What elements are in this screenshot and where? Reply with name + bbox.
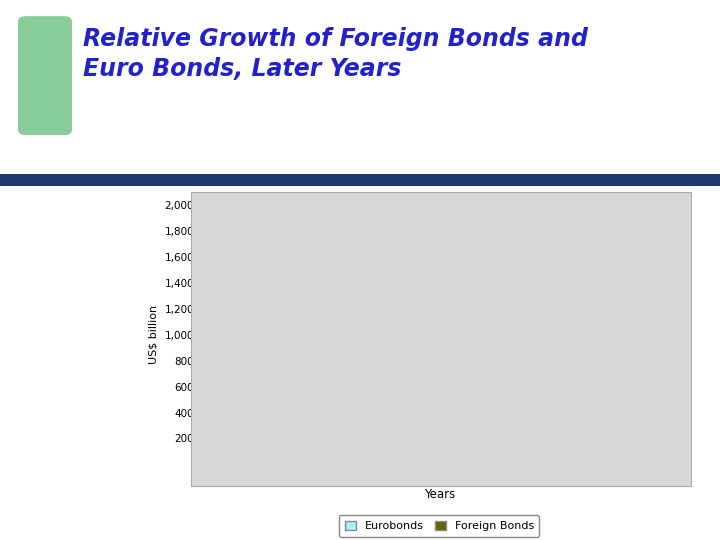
Bar bbox=[341, 451, 382, 464]
Y-axis label: US$ billion: US$ billion bbox=[149, 305, 159, 364]
Bar bbox=[613, 406, 654, 464]
Bar bbox=[225, 455, 266, 464]
Bar bbox=[456, 328, 497, 464]
Bar bbox=[266, 451, 306, 464]
Bar bbox=[497, 424, 538, 464]
X-axis label: Years: Years bbox=[423, 488, 455, 501]
Legend: Eurobonds, Foreign Bonds: Eurobonds, Foreign Bonds bbox=[339, 515, 539, 537]
Text: Relative Growth of Foreign Bonds and
Euro Bonds, Later Years: Relative Growth of Foreign Bonds and Eur… bbox=[83, 27, 588, 80]
Bar bbox=[572, 225, 613, 464]
Bar bbox=[382, 443, 422, 464]
